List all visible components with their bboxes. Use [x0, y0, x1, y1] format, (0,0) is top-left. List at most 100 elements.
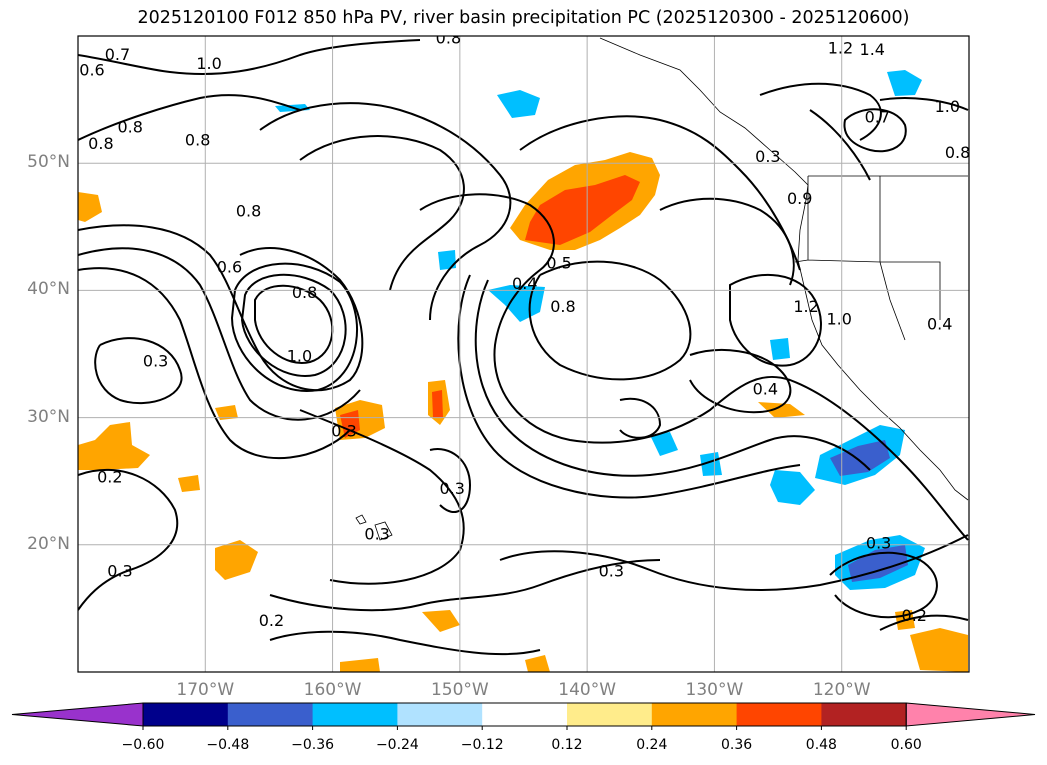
colorbar-tick-label: 0.12 — [551, 737, 583, 753]
contour-label: 1.0 — [196, 54, 221, 73]
latitude-label: 30°N — [27, 406, 70, 427]
precip-area-positive — [215, 405, 238, 420]
contour-label: 0.3 — [364, 525, 389, 544]
precip-area-strong — [525, 175, 640, 245]
pv-contour — [78, 267, 351, 460]
pv-contour — [299, 409, 465, 585]
longitude-label: 170°W — [176, 680, 235, 700]
north-america-coast — [599, 37, 969, 501]
precip-area-negative — [650, 432, 678, 456]
precip-area-positive — [422, 610, 460, 632]
pv-contour — [78, 468, 179, 611]
longitude-label: 120°W — [812, 680, 871, 700]
longitude-label: 150°W — [430, 680, 489, 700]
contour-label: 0.6 — [217, 258, 242, 277]
map-frame — [77, 35, 970, 673]
contour-label: 0.9 — [787, 189, 812, 208]
pv-contour — [879, 614, 969, 631]
contour-label: 1.2 — [793, 297, 818, 316]
colorbar-segment — [821, 703, 907, 726]
precip-area-negative — [770, 470, 815, 505]
colorbar-tick-label: −0.48 — [206, 737, 250, 753]
contour-label: 0.8 — [945, 143, 970, 162]
colorbar-tick-label: 0.48 — [805, 737, 837, 753]
map-plot-area: 0.81.2 1.40.70.6 1.01.00.70.80.8 0.80.80.30… — [78, 29, 970, 672]
contour-label: 0.2 — [902, 606, 927, 625]
contour-label: 0.4 — [753, 380, 778, 399]
contour-label: 0.3 — [143, 352, 168, 371]
pv-contour — [269, 630, 541, 656]
precip-area-positive — [178, 475, 200, 492]
pv-contour — [299, 135, 465, 291]
colorbar-extend-high — [905, 702, 1036, 727]
contour-label: 0.2 — [259, 611, 284, 630]
contour-label: 0.8 — [436, 29, 461, 48]
contour-label: 0.3 — [755, 147, 780, 166]
latitude-label: 50°N — [27, 152, 70, 173]
longitude-label: 130°W — [685, 680, 744, 700]
contour-label: 0.6 — [79, 60, 104, 79]
colorbar-segment — [736, 703, 822, 726]
pv-contour — [78, 94, 301, 141]
colorbar-tick-label: 0.36 — [721, 737, 753, 753]
contour-label: 1.0 — [287, 347, 312, 366]
colorbar-segment — [567, 703, 653, 726]
colorbar-tick-label: −0.24 — [375, 737, 419, 753]
colorbar-tick-label: −0.36 — [291, 737, 335, 753]
latitude-label: 40°N — [27, 279, 70, 300]
pv-contour — [259, 102, 512, 321]
contour-label: 0.7 — [105, 45, 130, 64]
pv-contour — [729, 273, 822, 367]
contour-label: 0.5 — [546, 254, 571, 273]
precip-area-positive — [525, 655, 550, 672]
graticule — [78, 36, 969, 672]
contour-label: 0.3 — [599, 562, 624, 581]
pv-contour — [519, 115, 801, 271]
contour-label: 0.2 — [97, 467, 122, 486]
colorbar-segment — [143, 703, 229, 726]
precip-area-negative-strong — [848, 545, 908, 582]
contour-label: 0.4 — [512, 274, 537, 293]
contour-label: 0.4 — [927, 315, 952, 334]
contour-label: 0.3 — [331, 422, 356, 441]
contour-label: 0.8 — [185, 130, 210, 149]
pv-contour — [78, 247, 361, 421]
contour-label: 0.8 — [117, 118, 142, 137]
pv-contour — [528, 260, 692, 381]
contour-label: 1.2 — [828, 39, 853, 58]
pv-contour — [809, 109, 871, 181]
pv-contour — [254, 284, 334, 364]
colorbar-segment — [397, 703, 483, 726]
contour-label: 0.3 — [107, 562, 132, 581]
contour-label: 0.3 — [439, 479, 464, 498]
precip-area-positive — [340, 658, 380, 672]
precip-area-negative — [770, 338, 790, 360]
pv-contour — [419, 193, 969, 541]
longitude-label: 140°W — [558, 680, 617, 700]
pv-contour — [457, 274, 801, 499]
colorbar-extend-low — [11, 702, 144, 727]
contour-label: 0.7 — [865, 107, 890, 126]
hawaii-islands — [355, 514, 393, 541]
pv-contour — [474, 279, 871, 477]
precip-area-positive — [215, 540, 258, 580]
pv-contour — [269, 559, 661, 612]
colorbar-tick-label: −0.12 — [460, 737, 504, 753]
precip-area-positive — [910, 628, 968, 672]
pv-contour — [829, 551, 938, 619]
precip-area-negative — [887, 70, 922, 96]
colorbar-frame — [142, 702, 907, 727]
precip-area-strong — [432, 390, 443, 418]
contour-label: 0.8 — [236, 202, 261, 221]
colorbar-tick-label: −0.60 — [121, 737, 165, 753]
coastlines — [355, 37, 969, 541]
precip-area-positive — [78, 422, 150, 470]
pv-contour — [499, 534, 969, 591]
precip-area-negative — [497, 90, 540, 118]
precip-area-negative — [700, 452, 722, 476]
contour-label: 0.8 — [550, 297, 575, 316]
pv-contour — [78, 224, 364, 392]
colorbar-segment — [227, 703, 314, 726]
pv-contour — [843, 108, 907, 153]
